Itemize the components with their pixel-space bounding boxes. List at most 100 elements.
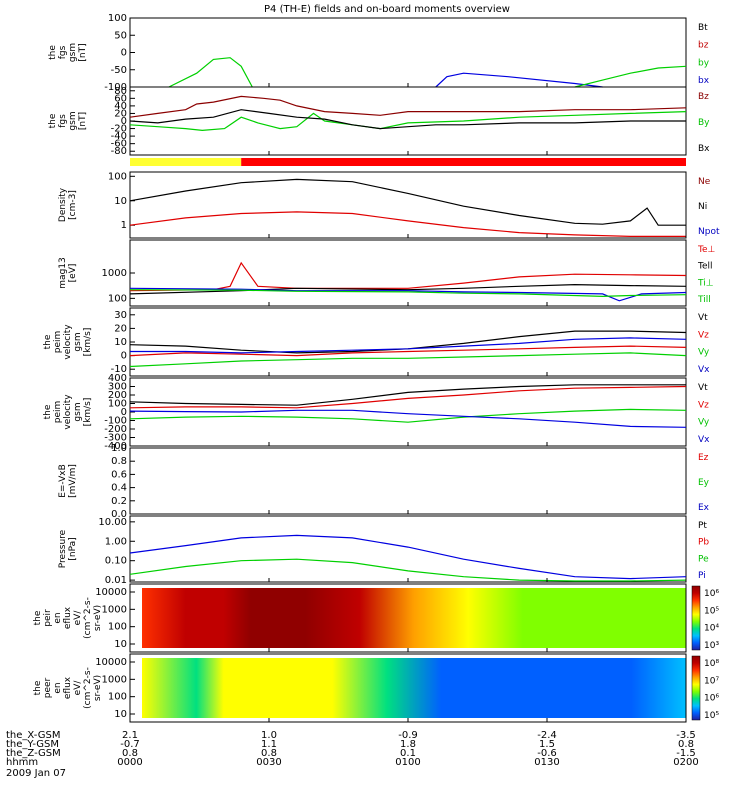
y-axis-label-line: [nT] [78,112,88,130]
footer-tick-value: 0100 [395,757,420,768]
panel-peir_spec: 10⁶ 10⁵ 10⁴ 10³ 10000 1000 100 10 thepeireneflux… [33,583,719,653]
legend-Tell: Tell [697,262,713,272]
y-tick-label: 0 [121,407,127,418]
panel-efield: 1.0 0.8 0.6 0.4 0.2 0.0 E=-VxB[mV/m] Ez Ey Ex [58,443,710,520]
panel-frame [129,447,687,515]
legend-bx: bx [698,76,710,86]
y-axis-label-line: [nPa] [68,537,78,560]
y-axis-label: thefgsgsm[nT] [48,111,88,130]
footer-axis: the_X-GSM 2.1 1.0 -0.9 -2.4 -3.5 the_Y-GSM -0.7… [6,730,699,768]
y-axis-label-line: velocity [63,394,73,430]
date-label: 2009 Jan 07 [6,768,66,779]
series-by2 [574,65,687,88]
legend-by: by [698,58,710,68]
y-tick-label: 0.4 [111,483,127,494]
footer-row-label: the_X-GSM [6,730,60,741]
series-Bx [129,109,686,130]
y-tick-label: -10 [111,364,127,375]
legend-Vz: Vz [698,330,709,340]
panel-density: 100 10 1 Density[cm-3] Ne Ni Npot [58,171,720,239]
y-axis-label-line: fgs [58,114,68,128]
y-axis-label-line: [km/s] [83,398,93,427]
panels-group: 100500-50-100thefgsgsm[nT]Btbzbybx806040… [33,13,720,723]
y-axis-label-line: the [33,610,43,625]
legend-Pb: Pb [698,538,709,548]
y-axis-label: thepeimvelocitygsm[km/s] [43,394,93,430]
y-tick-label: 20 [114,323,127,334]
y-axis-label-line: E=-VxB [58,464,68,498]
y-tick-label: 200 [108,390,127,401]
footer-tick-value: 0.8 [261,748,277,759]
footer-tick-value: 0130 [534,757,559,768]
y-axis-label: thepeimvelocitygsm[km/s] [43,324,93,360]
y-tick-label: 80 [114,86,127,97]
y-axis-label-line: en [53,682,63,693]
panel-peer_spec: 10⁸ 10⁷ 10⁶ 10⁵ 10000 1000 100 10 thepeereneflux… [33,653,719,723]
series-Ne [129,211,686,237]
y-axis-label-line: eflux [63,676,73,699]
footer-tick-value: 0030 [256,757,281,768]
footer-row-label: hhmm [6,757,38,768]
y-tick-label: 10 [114,196,127,207]
y-tick-label: -50 [111,65,127,76]
colorbar-label: 10⁶ [704,589,719,599]
series-By [129,111,687,132]
y-axis-label-line: eV/ [73,610,83,626]
legend-Ne: Ne [698,177,711,187]
footer-tick-value: 2.1 [122,730,138,741]
y-tick-label: 10 [114,639,127,650]
y-axis-label: Pressure[nPa] [58,529,78,568]
y-tick-label: 0.8 [111,456,127,467]
footer-tick-value: 0000 [117,757,142,768]
y-tick-label: -20 [111,124,127,135]
y-axis-label-line: (cm^2-s- [83,667,93,709]
panel-temperature: 1000 100 mag13[eV] Te⊥ Tell Ti⊥ Till [58,239,716,307]
y-axis-label-line: peir [43,609,53,627]
series-Vy [129,352,687,368]
panel-velocity_gsm: 30 20 10 0 -10 thepeimvelocitygsm[km/s] Vt Vz Vy… [43,307,710,377]
y-axis-label-line: Pressure [58,529,68,568]
y-tick-label: 1000 [102,268,127,279]
y-tick-label: 10 [114,709,127,720]
y-tick-label: -200 [104,424,127,435]
spectrogram [142,658,686,718]
y-tick-label: -300 [104,433,127,444]
colorbar-label: 10⁵ [704,711,719,721]
y-axis-label-line: [nT] [78,43,88,61]
colorbar-label: 10⁷ [704,676,719,686]
y-axis-label-line: the [43,404,53,419]
y-axis-label: Density[cm-3] [58,187,78,222]
legend-Bx: Bx [698,144,710,154]
y-axis-label-line: gsm [73,402,83,421]
series-Ni [129,178,686,226]
series-by [168,57,253,88]
mode-segment [241,158,686,166]
y-axis-label: mag13[eV] [58,257,78,288]
y-axis-label: thefgsgsm[nT] [48,43,88,62]
y-axis-label-line: gsm [73,332,83,351]
y-tick-label: 20 [114,108,127,119]
y-axis-label-line: en [53,612,63,623]
y-axis-label-line: [eV] [68,264,78,283]
y-axis-label-line: Density [58,187,68,222]
y-tick-label: 0.10 [105,556,127,567]
legend-Till: Till [697,295,711,305]
y-tick-label: 10.00 [98,517,127,528]
series-Vx [129,409,687,428]
legend-Te⊥: Te⊥ [697,245,716,255]
y-axis-label-line: peer [43,677,53,698]
y-tick-label: 100 [108,171,127,182]
footer-tick-value: -3.5 [676,730,696,741]
footer-tick-value: 0.8 [122,748,138,759]
y-tick-label: 100 [108,399,127,410]
y-axis-label-line: peim [53,401,63,424]
series-Vt [129,384,686,406]
footer-tick-value: -0.9 [398,730,418,741]
footer-tick-value: 1.0 [261,730,277,741]
y-axis-label-line: [cm-3] [68,190,78,220]
colorbar [691,585,701,651]
y-axis-label-line: the [33,680,43,695]
y-axis-label-line: mag13 [58,257,68,288]
